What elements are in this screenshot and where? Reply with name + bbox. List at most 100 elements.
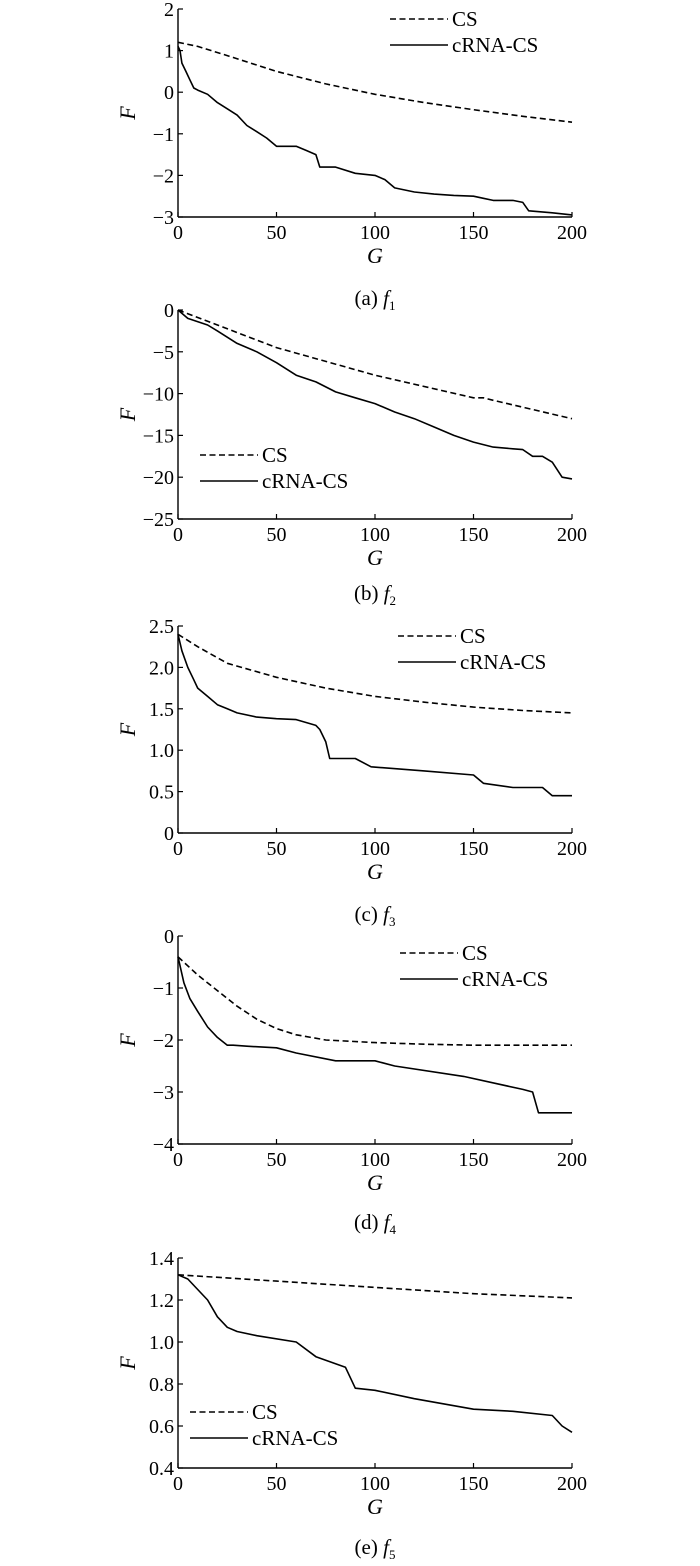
y-axis-label: F	[115, 1356, 140, 1371]
x-tick-label: 100	[360, 1473, 390, 1495]
x-axis-label: G	[367, 859, 383, 884]
y-tick-label: −3	[153, 1082, 174, 1104]
chart-caption: (c) f3	[355, 902, 396, 929]
y-tick-label: 1.4	[149, 1248, 174, 1270]
legend-label: cRNA-CS	[452, 33, 538, 57]
y-tick-label: −25	[143, 509, 174, 531]
series-line-cs	[177, 956, 572, 1046]
legend-label: cRNA-CS	[462, 967, 548, 991]
chart-panel-5: 0 50 100 150 200 0.4 0.6 0.8 1.0 1.2 1.4 G F CScRNA-C…	[115, 1248, 587, 1562]
x-tick-label: 0	[173, 524, 183, 546]
y-tick-label: −20	[143, 467, 174, 489]
y-tick-label: −4	[153, 1134, 174, 1156]
y-tick-label: −1	[153, 124, 174, 146]
y-tick-label: −2	[153, 1030, 174, 1052]
x-tick-label: 150	[459, 838, 489, 860]
y-tick-label: 0	[164, 823, 174, 845]
x-tick-label: 200	[557, 524, 587, 546]
y-tick-label: 1.2	[149, 1290, 174, 1312]
y-tick-label: 2.5	[149, 616, 174, 638]
x-axis-label: G	[367, 243, 383, 268]
y-tick-label: 0.5	[149, 782, 174, 804]
y-tick-label: −5	[153, 342, 174, 364]
x-tick-label: 0	[173, 838, 183, 860]
series-line-crna-cs	[177, 46, 573, 216]
legend-label: cRNA-CS	[262, 469, 348, 493]
series-line-cs	[177, 41, 573, 123]
x-tick-label: 150	[459, 222, 489, 244]
x-tick-label: 200	[557, 1149, 587, 1171]
y-tick-label: 2	[164, 0, 174, 21]
series-line-crna-cs	[177, 1274, 573, 1433]
y-tick-label: 2.0	[149, 657, 174, 679]
x-tick-label: 100	[360, 222, 390, 244]
x-tick-label: 0	[173, 1473, 183, 1495]
x-tick-label: 50	[267, 1473, 287, 1495]
x-tick-label: 50	[267, 1149, 287, 1171]
y-tick-label: −1	[153, 978, 174, 1000]
x-tick-label: 50	[267, 222, 287, 244]
legend-label: CS	[262, 443, 288, 467]
y-tick-label: 1.0	[149, 740, 174, 762]
x-tick-label: 200	[557, 838, 587, 860]
x-tick-label: 200	[557, 1473, 587, 1495]
legend-label: CS	[462, 941, 488, 965]
y-tick-label: 0	[164, 300, 174, 322]
x-tick-label: 150	[459, 1149, 489, 1171]
x-axis-label: G	[367, 1494, 383, 1519]
y-axis-label: F	[115, 722, 140, 737]
x-tick-label: 0	[173, 222, 183, 244]
x-tick-label: 150	[459, 1473, 489, 1495]
legend-label: cRNA-CS	[460, 650, 546, 674]
y-tick-label: 0	[164, 82, 174, 104]
x-axis-label: G	[367, 1170, 383, 1195]
x-tick-label: 100	[360, 524, 390, 546]
y-tick-label: 0.6	[149, 1416, 174, 1438]
x-tick-label: 0	[173, 1149, 183, 1171]
y-tick-label: −10	[143, 384, 174, 406]
series-line-cs	[177, 309, 573, 420]
y-axis-label: F	[115, 1033, 140, 1048]
chart-caption: (e) f5	[355, 1535, 396, 1562]
chart-caption: (a) f1	[355, 286, 396, 313]
chart-caption: (d) f4	[354, 1210, 397, 1237]
series-line-crna-cs	[177, 956, 572, 1114]
chart-caption: (b) f2	[354, 581, 396, 608]
x-tick-label: 50	[267, 838, 287, 860]
series-line-crna-cs	[177, 634, 572, 797]
y-tick-label: 1.0	[149, 1332, 174, 1354]
legend-label: cRNA-CS	[252, 1426, 338, 1450]
y-tick-label: 1	[164, 41, 174, 63]
series-line-cs	[177, 1274, 573, 1299]
legend-label: CS	[460, 624, 486, 648]
x-tick-label: 50	[267, 524, 287, 546]
y-axis-label: F	[115, 407, 140, 422]
legend-label: CS	[252, 1400, 278, 1424]
series-line-crna-cs	[177, 309, 573, 480]
x-tick-label: 200	[557, 222, 587, 244]
x-tick-label: 100	[360, 1149, 390, 1171]
y-tick-label: −2	[153, 165, 174, 187]
x-tick-label: 100	[360, 838, 390, 860]
y-tick-label: −15	[143, 425, 174, 447]
y-tick-label: 1.5	[149, 699, 174, 721]
y-tick-label: 0	[164, 926, 174, 948]
x-tick-label: 150	[459, 524, 489, 546]
y-tick-label: −3	[153, 207, 174, 229]
series-line-cs	[177, 633, 573, 714]
y-tick-label: 0.8	[149, 1374, 174, 1396]
y-axis-label: F	[115, 106, 140, 121]
y-tick-label: 0.4	[149, 1458, 174, 1480]
legend-label: CS	[452, 7, 478, 31]
x-axis-label: G	[367, 545, 383, 570]
